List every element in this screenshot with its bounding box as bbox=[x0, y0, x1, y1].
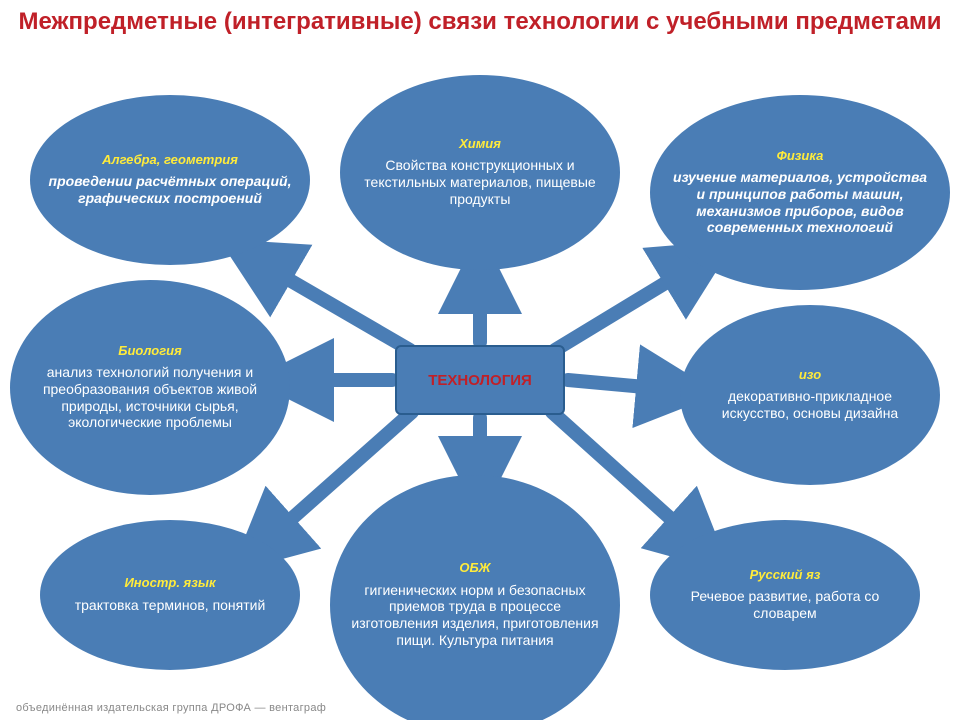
connector-arrow bbox=[568, 380, 678, 390]
node-desc: трактовка терминов, понятий bbox=[75, 597, 266, 614]
node-desc: гигиенических норм и безопасных приемов … bbox=[348, 582, 602, 649]
node-obzh: ОБЖ гигиенических норм и безопасных прием… bbox=[330, 475, 620, 720]
node-izo: изо декоративно-прикладное искусство, осн… bbox=[680, 305, 940, 485]
node-label: изо bbox=[799, 368, 821, 382]
node-desc: проведении расчётных операций, графическ… bbox=[48, 173, 292, 207]
connector-arrow bbox=[555, 262, 700, 350]
node-russian: Русский яз Речевое развитие, работа со сл… bbox=[650, 520, 920, 670]
node-label: ОБЖ bbox=[459, 561, 490, 575]
node-label: Алгебра, геометрия bbox=[102, 153, 238, 167]
node-label: Иностр. язык bbox=[124, 576, 215, 590]
node-desc: анализ технологий получения и преобразов… bbox=[28, 364, 272, 431]
diagram-stage: Межпредметные (интегративные) связи техн… bbox=[0, 0, 960, 720]
connector-arrow bbox=[255, 260, 410, 350]
node-desc: изучение материалов, устройства и принци… bbox=[668, 169, 932, 236]
node-biology: Биология анализ технологий получения и пр… bbox=[10, 280, 290, 495]
center-node: ТЕХНОЛОГИЯ bbox=[395, 345, 565, 415]
node-chemistry: Химия Свойства конструкционных и текстиль… bbox=[340, 75, 620, 270]
node-algebra: Алгебра, геометрия проведении расчётных о… bbox=[30, 95, 310, 265]
node-desc: декоративно-прикладное искусство, основы… bbox=[698, 388, 922, 422]
footer-credit: объединённая издательская группа ДРОФА —… bbox=[16, 702, 326, 714]
node-foreign: Иностр. язык трактовка терминов, понятий bbox=[40, 520, 300, 670]
node-label: Русский яз bbox=[750, 568, 821, 582]
node-label: Физика bbox=[777, 149, 824, 163]
node-desc: Речевое развитие, работа со словарем bbox=[668, 588, 902, 622]
node-physics: Физика изучение материалов, устройства и … bbox=[650, 95, 950, 290]
node-desc: Свойства конструкционных и текстильных м… bbox=[358, 157, 602, 207]
center-label: ТЕХНОЛОГИЯ bbox=[428, 372, 532, 389]
node-label: Химия bbox=[459, 137, 501, 151]
node-label: Биология bbox=[118, 344, 181, 358]
